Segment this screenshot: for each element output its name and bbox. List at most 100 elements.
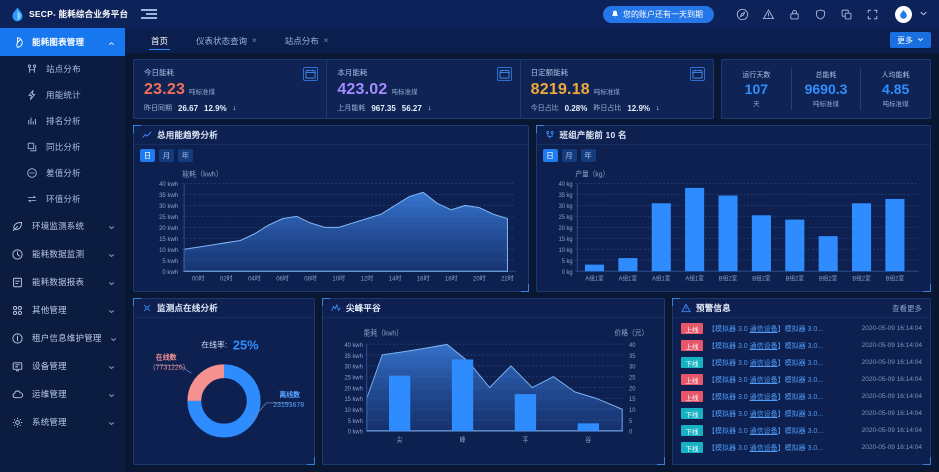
tab-site-distribution[interactable]: 站点分布 ×	[271, 28, 343, 53]
close-icon[interactable]: ×	[323, 36, 329, 45]
alert-text: 【模拟器 3.0 通信设备】模拟器 3.0...	[708, 376, 824, 384]
calendar-month-icon[interactable]	[496, 67, 512, 81]
kpi-foot-value: 26.67	[178, 103, 199, 113]
team-chart-svg: 产量（kg）	[558, 169, 919, 283]
brand: SECP- 能耗综合业务平台	[0, 7, 128, 22]
peak-x-ticks: 尖 峰 平 谷	[397, 435, 592, 445]
team-y-ticks: 40 kg 35 kg 30 kg 25 kg 20 kg 15 kg 10 k…	[558, 182, 572, 276]
panel-title: 班组产能前 10 名	[559, 130, 627, 140]
chevron-down-icon	[108, 251, 115, 258]
alert-time: 2020-05-09 16:14:04	[861, 444, 922, 451]
compass-icon[interactable]	[736, 8, 749, 21]
alert-row[interactable]: 下线 【模拟器 3.0 通信设备】模拟器 3.0... 2020-05-09 1…	[675, 439, 928, 456]
trend-period-year[interactable]: 年	[178, 149, 193, 162]
sidebar: 能耗图表管理 站点分布 用能统计	[0, 28, 125, 472]
stat-unit: 吨标准煤	[813, 101, 839, 109]
sidebar-item-site-distribution[interactable]: 站点分布	[0, 56, 125, 82]
alert-text: 【模拟器 3.0 通信设备】模拟器 3.0...	[708, 410, 824, 418]
sidebar-item-difference-analysis[interactable]: 差值分析	[0, 160, 125, 186]
team-bars	[584, 187, 904, 272]
calendar-quota-icon[interactable]	[689, 67, 705, 81]
tabs-more-button[interactable]: 更多	[890, 32, 931, 48]
svg-text:A组1室: A组1室	[618, 274, 636, 282]
sidebar-subitem-label: 差值分析	[46, 168, 81, 178]
kpi-footer: 昨日同期 26.67 12.9% ↓	[144, 103, 318, 113]
sidebar-item-ranking-analysis[interactable]: 排名分析	[0, 108, 125, 134]
svg-text:20 kwh: 20 kwh	[344, 385, 363, 392]
svg-text:25 kwh: 25 kwh	[159, 214, 178, 221]
sidebar-item-device-management[interactable]: 设备管理	[0, 352, 125, 380]
donut-chart-body: 在线率: 25% 在线数 （7731226） 离线数	[134, 318, 314, 464]
sidebar-item-energy-charts[interactable]: 能耗图表管理	[0, 28, 125, 56]
panel-monitor-online: 监测点在线分析 在线率: 25% 在线数	[133, 298, 315, 465]
top-bar: SECP- 能耗综合业务平台 您的账户还有一天到期	[0, 0, 939, 28]
tab-home[interactable]: 首页	[137, 28, 182, 53]
bar	[514, 394, 537, 431]
sidebar-item-yoy-analysis[interactable]: 同比分析	[0, 134, 125, 160]
svg-text:0: 0	[629, 428, 633, 435]
sidebar-item-tenant-info-management[interactable]: 租户信息维护管理	[0, 324, 125, 352]
tab-label: 站点分布	[284, 35, 319, 46]
trend-period-toggle: 日 月 年	[140, 149, 528, 162]
account-expiry-notice[interactable]: 您的账户还有一天到期	[603, 5, 714, 23]
svg-text:10时: 10时	[332, 275, 345, 283]
fullscreen-icon[interactable]	[866, 8, 879, 21]
tab-meter-status-query[interactable]: 仪表状态查询 ×	[182, 28, 271, 53]
team-period-day[interactable]: 日	[542, 149, 558, 162]
sidebar-item-other-management[interactable]: 其他管理	[0, 296, 125, 324]
sidebar-item-energy-data-report[interactable]: 能耗数据报表	[0, 268, 125, 296]
svg-text:16时: 16时	[417, 275, 430, 283]
svg-text:尖: 尖	[397, 435, 403, 445]
stat-label: 总能耗	[815, 71, 837, 79]
alert-row[interactable]: 上线 【模拟器 3.0 通信设备】模拟器 3.0... 2020-05-09 1…	[675, 371, 928, 388]
svg-text:10: 10	[629, 407, 636, 414]
copy-icon[interactable]	[840, 8, 853, 21]
sidebar-item-energy-statistics[interactable]: 用能统计	[0, 82, 125, 108]
warning-icon[interactable]	[762, 8, 775, 21]
sidebar-item-environment-monitoring[interactable]: 环境监测系统	[0, 212, 125, 240]
team-period-month[interactable]: 月	[561, 149, 577, 162]
kpi-foot-value: 967.35	[371, 103, 396, 113]
svg-text:15 kwh: 15 kwh	[159, 236, 178, 243]
user-menu-chevron-down-icon[interactable]	[919, 5, 928, 23]
alert-row[interactable]: 下线 【模拟器 3.0 通信设备】模拟器 3.0... 2020-05-09 1…	[675, 354, 928, 371]
chevron-down-icon	[108, 307, 115, 314]
sidebar-item-energy-data-monitoring[interactable]: 能耗数据监测	[0, 240, 125, 268]
trend-period-month[interactable]: 月	[159, 149, 174, 162]
cloud-icon	[11, 388, 24, 401]
svg-text:A组1室: A组1室	[685, 274, 703, 282]
close-icon[interactable]: ×	[252, 36, 257, 45]
svg-text:谷: 谷	[585, 435, 592, 445]
view-more-link[interactable]: 查看更多	[892, 303, 922, 313]
info-circle-icon	[11, 332, 24, 345]
calendar-today-icon[interactable]	[303, 67, 319, 81]
peak-valley-icon	[331, 303, 341, 313]
alert-row[interactable]: 上线 【模拟器 3.0 通信设备】模拟器 3.0... 2020-05-09 1…	[675, 337, 928, 354]
chevron-down-icon	[108, 419, 115, 426]
svg-text:06时: 06时	[276, 275, 289, 283]
user-avatar-icon[interactable]	[895, 5, 912, 23]
bar-chart-icon	[26, 115, 38, 127]
sidebar-item-system-management[interactable]: 系统管理	[0, 408, 125, 436]
sidebar-item-label: 环境监测系统	[32, 221, 85, 231]
alert-row[interactable]: 下线 【模拟器 3.0 通信设备】模拟器 3.0... 2020-05-09 1…	[675, 405, 928, 422]
team-period-year[interactable]: 年	[580, 149, 596, 162]
alert-row[interactable]: 上线 【模拟器 3.0 通信设备】模拟器 3.0... 2020-05-09 1…	[675, 320, 928, 337]
hamburger-menu-icon[interactable]	[141, 7, 157, 21]
alert-row[interactable]: 下线 【模拟器 3.0 通信设备】模拟器 3.0... 2020-05-09 1…	[675, 422, 928, 439]
svg-text:20 kg: 20 kg	[558, 226, 572, 232]
sidebar-item-ops-management[interactable]: 运维管理	[0, 380, 125, 408]
sidebar-item-ring-analysis[interactable]: 环值分析	[0, 186, 125, 212]
kpi-foot-pct: 12.9%	[627, 103, 651, 113]
team-y-axis-label: 产量（kg）	[575, 169, 609, 178]
kpi-value: 423.02	[337, 81, 388, 98]
svg-text:平: 平	[523, 436, 529, 445]
lock-icon[interactable]	[788, 8, 801, 21]
trend-period-day[interactable]: 日	[140, 149, 155, 162]
shield-icon[interactable]	[814, 8, 827, 21]
svg-text:30: 30	[629, 363, 636, 370]
alert-row[interactable]: 上线 【模拟器 3.0 通信设备】模拟器 3.0... 2020-05-09 1…	[675, 388, 928, 405]
svg-text:04时: 04时	[248, 275, 261, 283]
online-count-value: （7731226）	[149, 363, 190, 371]
svg-text:40 kwh: 40 kwh	[159, 181, 178, 188]
